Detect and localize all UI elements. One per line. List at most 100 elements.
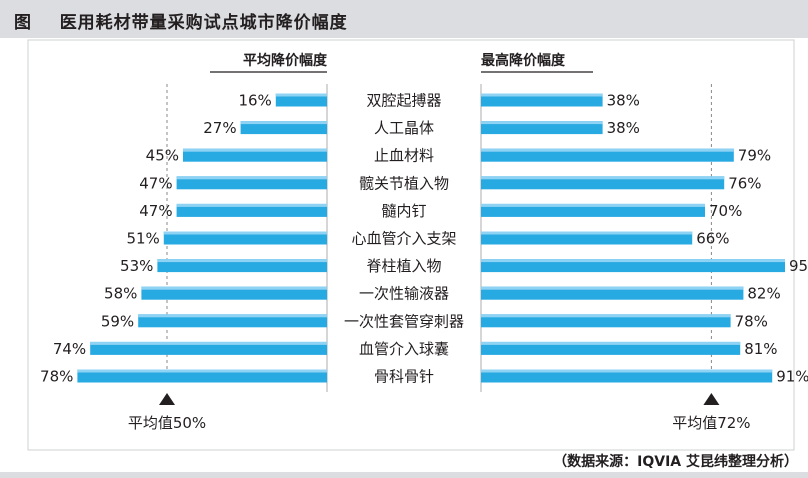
left-bar-2-highlight [183,148,327,152]
category-label: 一次性输液器 [359,285,449,303]
chart-title: 图 医用耗材带量采购试点城市降价幅度 [14,8,348,33]
left-bar-3-fill [176,176,327,190]
left-bar-6-highlight [157,259,327,263]
left-value-label: 58% [104,285,137,303]
left-bar-8-highlight [138,314,327,318]
source-note: （数据来源：IQVIA 艾昆纬整理分析） [553,453,798,470]
left-value-label: 47% [139,174,172,192]
category-label: 血管介入球囊 [359,340,449,358]
category-label: 止血材料 [374,147,434,165]
right-reference-label: 平均值72% [672,414,750,432]
left-bar-0 [275,93,327,107]
title-bar: 图 医用耗材带量采购试点城市降价幅度 [0,0,808,38]
left-value-label: 27% [203,119,236,137]
left-value-label: 78% [40,368,73,386]
left-value-label: 59% [101,312,134,330]
right-bar-2-highlight [481,148,734,152]
right-bar-0 [481,93,603,107]
right-bar-1-highlight [481,121,603,125]
right-bar-6-fill [481,259,785,273]
left-bar-7 [141,286,327,300]
left-bar-6-fill [157,259,327,273]
bottom-strip [0,472,808,478]
right-bar-1-fill [481,121,603,135]
left-value-label: 51% [126,230,159,248]
right-value-label: 95% [789,257,808,275]
right-value-label: 76% [728,174,761,192]
right-value-label: 66% [696,230,729,248]
bar-chart: 平均降价幅度 最高降价幅度 平均值50% 平均值72% 16% 38% 双腔起搏器 2… [27,39,808,470]
right-bar-5-fill [481,231,693,245]
left-bar-10 [77,369,328,383]
left-bar-4-highlight [176,203,327,207]
left-bar-10-highlight [77,369,328,373]
left-bar-5 [163,231,327,245]
left-value-label: 53% [120,257,153,275]
left-value-label: 16% [238,92,271,110]
left-bar-4 [176,203,327,217]
right-value-label: 78% [735,312,768,330]
left-value-label: 45% [146,147,179,165]
right-bar-3-highlight [481,176,725,180]
right-bar-2 [481,148,734,162]
left-bar-9 [90,341,327,355]
left-bar-4-fill [176,203,327,217]
left-bar-0-highlight [275,93,327,97]
right-bar-7 [481,286,744,300]
right-bar-4 [481,203,705,217]
left-reference-label: 平均值50% [128,414,206,432]
left-value-label: 74% [53,340,86,358]
left-bar-6 [157,259,327,273]
left-bar-7-highlight [141,286,327,290]
right-bar-9-fill [481,341,741,355]
right-reference-arrow-icon [703,393,720,405]
left-bar-5-fill [163,231,327,245]
right-bar-0-highlight [481,93,603,97]
left-bar-5-highlight [163,231,327,235]
right-bar-7-fill [481,286,744,300]
right-bar-3 [481,176,725,190]
left-bar-10-fill [77,369,328,383]
category-label: 心血管介入支架 [351,230,456,248]
left-bar-3 [176,176,327,190]
left-bar-1 [240,121,327,135]
right-bar-6 [481,259,785,273]
right-bar-6-highlight [481,259,785,263]
right-bar-8-fill [481,314,731,328]
left-value-label: 47% [139,202,172,220]
left-bar-8-fill [138,314,327,328]
right-bar-1 [481,121,603,135]
category-label: 一次性套管穿刺器 [344,312,464,330]
right-value-label: 38% [607,92,640,110]
right-value-label: 91% [776,368,808,386]
left-bar-0-fill [275,93,327,107]
right-bar-4-fill [481,203,705,217]
left-bar-2 [183,148,327,162]
right-value-label: 79% [738,147,771,165]
category-label: 髋关节植入物 [359,174,449,192]
title-text: 医用耗材带量采购试点城市降价幅度 [59,13,348,33]
right-bar-5-highlight [481,231,693,235]
right-bar-3-fill [481,176,725,190]
left-bar-1-highlight [240,121,327,125]
right-bar-5 [481,231,693,245]
right-bar-10-highlight [481,369,773,373]
left-reference-arrow-icon [159,393,175,405]
bars-layer: 16% 38% 双腔起搏器 27% 38% 人工晶体 45% 79% 止血材料 47% 76% 髋关节… [40,92,808,386]
figure-label: 图 [14,13,32,33]
right-bar-10-fill [481,369,773,383]
right-bar-8-highlight [481,314,731,318]
left-bar-2-fill [183,148,327,162]
left-bar-3-highlight [176,176,327,180]
right-bar-2-fill [481,148,734,162]
right-bar-8 [481,314,731,328]
right-bar-7-highlight [481,286,744,290]
left-panel-header: 平均降价幅度 [243,52,328,69]
left-bar-9-highlight [90,341,327,345]
category-label: 人工晶体 [374,119,434,137]
right-panel-header: 最高降价幅度 [481,52,566,69]
category-label: 脊柱植入物 [366,257,441,275]
right-bar-4-highlight [481,203,705,207]
right-bar-9 [481,341,741,355]
